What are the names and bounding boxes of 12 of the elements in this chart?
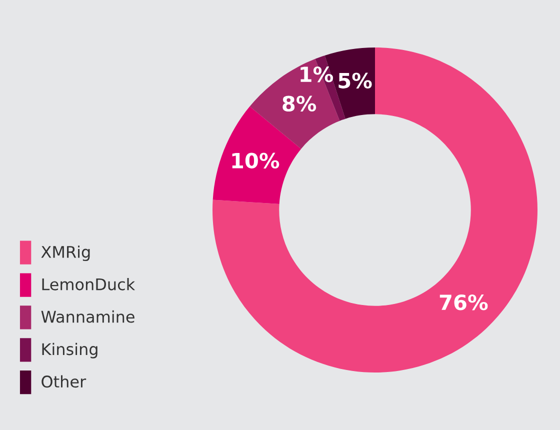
legend-label: LemonDuck: [42, 278, 136, 290]
data-label: 5%: [338, 72, 372, 88]
legend-label: XMRig: [41, 246, 90, 262]
legend-label: Other: [42, 375, 86, 388]
data-label: 8%: [282, 96, 316, 112]
data-label: 10%: [232, 152, 280, 168]
donut-slice: [212, 48, 538, 372]
data-label: 1%: [300, 66, 334, 82]
legend-label: Kinsing: [42, 342, 98, 358]
donut-slice: [250, 58, 340, 149]
legend-label: Wannamine: [41, 310, 134, 323]
data-label: 76%: [440, 294, 488, 310]
